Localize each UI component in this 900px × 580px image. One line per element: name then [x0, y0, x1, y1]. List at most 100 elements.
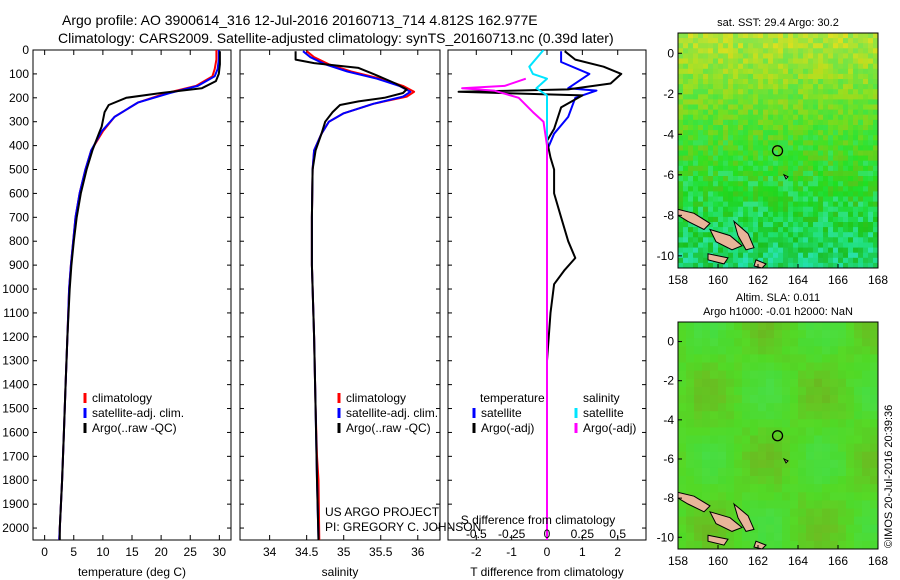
- map-cell: [790, 346, 799, 355]
- map-cell: [734, 492, 743, 501]
- map-cell: [858, 237, 864, 243]
- map-cell: [803, 201, 809, 208]
- map-cell: [873, 201, 878, 208]
- map-cell: [838, 68, 844, 75]
- map-cell: [803, 48, 809, 54]
- map-cell: [693, 114, 699, 121]
- map-cell: [823, 181, 829, 187]
- map-cell: [870, 492, 878, 501]
- map-cell: [808, 165, 814, 172]
- map-cell: [798, 38, 804, 44]
- map-cell: [742, 411, 751, 420]
- map-cell: [783, 227, 789, 233]
- map-cell: [822, 451, 831, 461]
- map-cell: [768, 79, 774, 85]
- map-cell: [708, 247, 714, 254]
- map-cell: [783, 48, 789, 54]
- map-cell: [726, 386, 735, 396]
- x-tick-label: 5: [70, 545, 77, 559]
- x-tick-label: 158: [668, 554, 688, 568]
- map-cell: [838, 58, 844, 65]
- map-cell: [743, 176, 749, 182]
- map-cell: [848, 262, 854, 268]
- y-tick-label: 800: [9, 234, 29, 248]
- map-cell: [753, 232, 759, 238]
- map-cell: [823, 262, 829, 268]
- map-cell: [694, 427, 703, 437]
- map-cell: [678, 79, 684, 85]
- map-cell: [803, 176, 809, 182]
- map-cell: [693, 176, 699, 182]
- map-cell: [873, 237, 878, 243]
- map-cell: [873, 196, 878, 203]
- map-cell: [698, 109, 704, 116]
- map-cell: [838, 43, 844, 49]
- map-cell: [726, 322, 735, 331]
- map-cell: [828, 140, 834, 146]
- map-cell: [778, 196, 784, 203]
- map-cell: [702, 419, 711, 428]
- x-tick-label: 15: [125, 545, 139, 559]
- map-cell: [683, 181, 689, 187]
- map-cell: [708, 84, 714, 90]
- map-cell: [708, 135, 714, 141]
- map-cell: [782, 540, 791, 549]
- map-cell: [743, 58, 749, 65]
- map-cell: [698, 176, 704, 182]
- map-cell: [814, 330, 823, 339]
- map-title: Altim. SLA: 0.011: [736, 292, 820, 304]
- map-cell: [758, 232, 764, 238]
- map-cell: [803, 211, 809, 218]
- map-cell: [678, 160, 684, 167]
- map-cell: [818, 191, 824, 198]
- map-cell: [793, 222, 799, 228]
- map-cell: [843, 181, 849, 187]
- map-cell: [778, 94, 784, 100]
- map-cell: [750, 467, 759, 477]
- map-cell: [773, 73, 779, 80]
- x-tick-label: 10: [96, 545, 110, 559]
- map-cell: [763, 186, 769, 192]
- map-cell: [783, 68, 789, 75]
- map-cell: [768, 33, 774, 39]
- map-cell: [838, 252, 844, 259]
- map-cell: [774, 459, 783, 469]
- map-cell: [788, 227, 794, 233]
- map-cell: [733, 170, 739, 177]
- map-cell: [773, 38, 779, 44]
- map-cell: [848, 53, 854, 60]
- map-cell: [828, 79, 834, 85]
- map-cell: [733, 206, 739, 213]
- map-cell: [768, 53, 774, 60]
- map-cell: [803, 130, 809, 136]
- map-cell: [738, 84, 744, 90]
- map-cell: [753, 150, 759, 157]
- map-cell: [798, 33, 804, 39]
- map-cell: [823, 114, 829, 121]
- map-cell: [693, 135, 699, 141]
- map-cell: [773, 125, 779, 131]
- map-cell: [763, 257, 769, 264]
- y-tick-label: 1700: [2, 449, 29, 463]
- map-cell: [718, 242, 724, 249]
- map-cell: [734, 459, 743, 469]
- map-cell: [703, 206, 709, 213]
- map-cell: [863, 150, 869, 157]
- map-cell: [793, 150, 799, 157]
- map-cell: [868, 84, 874, 90]
- map-cell: [678, 257, 684, 264]
- map-cell: [713, 247, 719, 254]
- map-cell: [728, 150, 734, 157]
- map-cell: [790, 378, 799, 388]
- map-cell: [758, 411, 767, 420]
- map-cell: [814, 476, 823, 485]
- map-cell: [693, 140, 699, 146]
- map-cell: [848, 237, 854, 243]
- map-cell: [793, 63, 799, 70]
- map-cell: [813, 84, 819, 90]
- map-cell: [728, 63, 734, 70]
- map-cell: [713, 58, 719, 65]
- map-cell: [853, 53, 859, 60]
- map-cell: [723, 119, 729, 126]
- map-cell: [783, 165, 789, 172]
